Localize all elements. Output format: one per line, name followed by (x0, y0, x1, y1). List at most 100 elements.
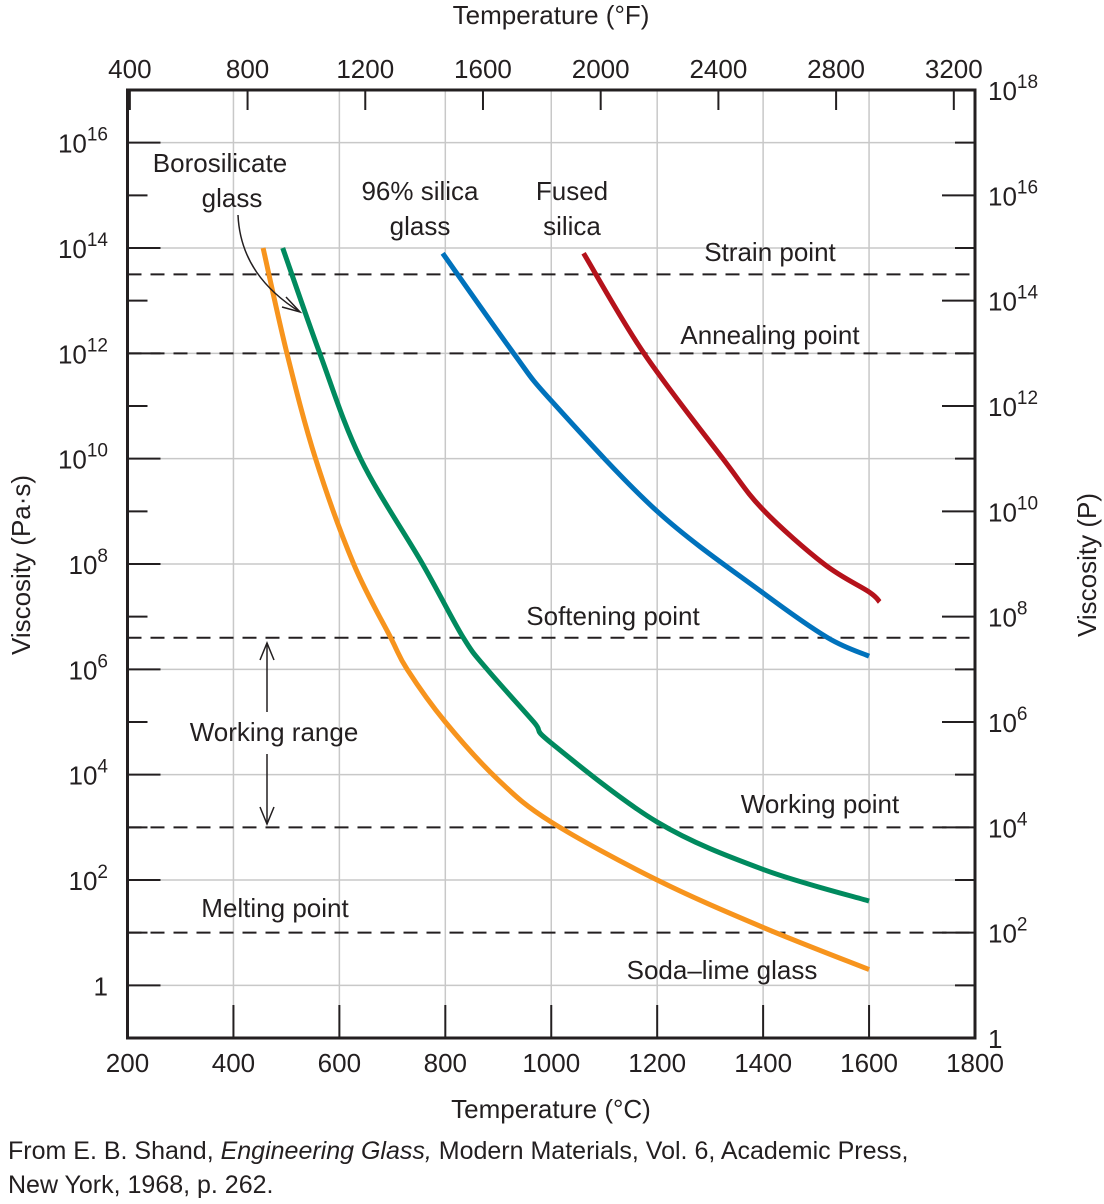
series-line (280, 247, 870, 904)
annotation-96-silica: glass (390, 211, 451, 241)
annotation-borosilicate: Borosilicate (153, 148, 287, 178)
x2-tick-label: 2000 (572, 54, 630, 84)
series-fused-silica (581, 251, 882, 604)
x2-tick-label: 2400 (689, 54, 747, 84)
annotation-borosilicate: glass (202, 183, 263, 213)
x2-tick-label: 1600 (454, 54, 512, 84)
y2-tick-label-exponent: 18 (1017, 72, 1038, 93)
y-tick-label-base: 10 (69, 655, 98, 685)
y2-tick-label: 1 (988, 1024, 1002, 1054)
y2-tick-label-base: 10 (988, 392, 1017, 422)
plot-frame (126, 88, 977, 1040)
x2-tick-label: 800 (226, 54, 269, 84)
y2-tick-label-exponent: 8 (1017, 599, 1028, 620)
x2-tick-label: 1200 (336, 54, 394, 84)
y2-tick-label: 1014 (988, 283, 1038, 317)
x-tick-label: 800 (424, 1048, 467, 1078)
x-tick-label: 200 (106, 1048, 149, 1078)
y-tick-label: 106 (69, 651, 109, 685)
annotation-96-silica: 96% silica (361, 176, 479, 206)
y-tick-label-base: 10 (58, 234, 87, 264)
y2-tick-label-exponent: 2 (1017, 915, 1028, 936)
citation-line2: New York, 1968, p. 262. (8, 1171, 274, 1199)
x-tick-label: 600 (318, 1048, 361, 1078)
y-tick-label-base: 10 (69, 866, 98, 896)
x2-axis-title: Temperature (°F) (453, 0, 650, 30)
y2-tick-label-base: 10 (988, 708, 1017, 738)
y2-tick-label: 1016 (988, 177, 1038, 211)
annotation-fused-silica: silica (543, 211, 601, 241)
y2-tick-label-exponent: 6 (1017, 704, 1028, 725)
y-tick-label-exponent: 14 (87, 230, 109, 251)
y2-tick-label-base: 10 (988, 181, 1017, 211)
series-line (260, 247, 870, 972)
arrowhead-icon (281, 296, 303, 314)
citation-suffix: Modern Materials, Vol. 6, Academic Press… (431, 1137, 909, 1165)
y2-tick-label: 1018 (988, 72, 1038, 106)
arrowhead-down-icon (259, 806, 275, 826)
reference-line-label: Softening point (526, 601, 700, 631)
y-tick-label-exponent: 6 (97, 651, 108, 672)
y-tick-label: 1010 (58, 441, 108, 475)
y2-tick-label: 106 (988, 704, 1028, 738)
x-tick-label: 1200 (628, 1048, 686, 1078)
y2-tick-label-exponent: 4 (1017, 809, 1028, 830)
x2-tick-label: 3200 (925, 54, 983, 84)
y-tick-label-base: 10 (58, 129, 87, 159)
y2-tick-label-base: 10 (988, 76, 1017, 106)
y2-tick-label-base: 10 (988, 919, 1017, 949)
y2-axis-title: Viscosity (P) (1072, 493, 1102, 637)
y2-tick-label-exponent: 14 (1017, 283, 1039, 304)
series-line (440, 251, 871, 659)
y2-tick-label-exponent: 12 (1017, 388, 1038, 409)
x-tick-label: 1800 (946, 1048, 1004, 1078)
y2-tick-label-base: 10 (988, 287, 1017, 317)
series-96-silica-glass (440, 251, 871, 659)
y-tick-label: 108 (69, 546, 109, 580)
y-tick-label-exponent: 4 (97, 757, 108, 778)
y-tick-label: 1 (94, 971, 108, 1001)
x-axis-title: Temperature (°C) (451, 1094, 651, 1124)
y2-tick-label-base: 10 (988, 497, 1017, 527)
annotation-fused-silica: Fused (536, 176, 608, 206)
y-tick-label: 104 (69, 757, 109, 791)
arrowhead-up-icon (259, 641, 275, 661)
y2-tick-label: 102 (988, 915, 1028, 949)
x-tick-label: 1400 (734, 1048, 792, 1078)
y2-tick-label-exponent: 10 (1017, 493, 1038, 514)
y-tick-label-base: 10 (69, 761, 98, 791)
y2-tick-label: 1012 (988, 388, 1038, 422)
x-tick-label: 1600 (840, 1048, 898, 1078)
citation-prefix: From E. B. Shand, (8, 1137, 221, 1165)
y2-tick-label-base: 10 (988, 813, 1017, 843)
reference-line-label: Melting point (201, 893, 349, 923)
y-tick-label-exponent: 2 (97, 862, 108, 883)
y-tick-label-base: 10 (58, 445, 87, 475)
annotation-working-range: Working range (190, 717, 359, 747)
source-citation: From E. B. Shand, Engineering Glass, Mod… (8, 1134, 1098, 1202)
series-line (581, 251, 882, 604)
annotation-soda-lime: Soda–lime glass (627, 955, 818, 985)
x2-tick-label: 2800 (807, 54, 865, 84)
y-tick-label-base: 10 (69, 550, 98, 580)
y-tick-label-exponent: 12 (87, 335, 108, 356)
y2-tick-label-exponent: 16 (1017, 177, 1038, 198)
x2-tick-label: 400 (108, 54, 151, 84)
y-tick-label-base: 10 (58, 339, 87, 369)
y-tick-label: 102 (69, 862, 109, 896)
y-tick-label-exponent: 16 (87, 125, 108, 146)
y-tick-label-exponent: 8 (97, 546, 108, 567)
y-tick-label: 1012 (58, 335, 108, 369)
y-tick-label: 1016 (58, 125, 108, 159)
citation-title: Engineering Glass, (220, 1137, 432, 1165)
y2-tick-label-base: 10 (988, 603, 1017, 633)
reference-line-label: Working point (741, 789, 900, 819)
reference-line-label: Strain point (704, 237, 836, 267)
y-axis-title: Viscosity (Pa·s) (6, 475, 36, 655)
x-tick-label: 1000 (522, 1048, 580, 1078)
y2-tick-label: 108 (988, 599, 1028, 633)
y-tick-label: 1014 (58, 230, 108, 264)
y2-tick-label: 1010 (988, 493, 1038, 527)
y2-tick-label: 104 (988, 809, 1028, 843)
